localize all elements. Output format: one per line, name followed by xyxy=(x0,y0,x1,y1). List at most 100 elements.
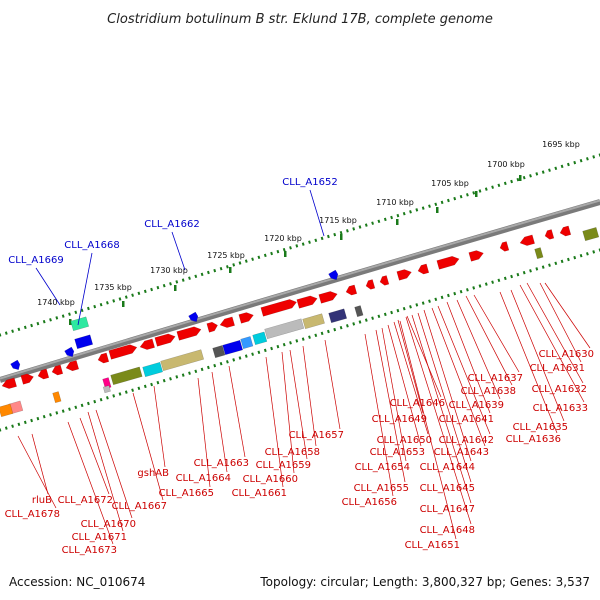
gene-label: CLL_A1633 xyxy=(533,403,588,414)
gene-label: CLL_A1650 xyxy=(377,435,432,446)
dot-mark xyxy=(327,329,330,334)
dot-mark xyxy=(434,297,438,302)
scale-tick-label: 1725 kbp xyxy=(207,251,245,260)
dot-mark xyxy=(251,352,254,356)
scale-tick-mark xyxy=(475,191,478,197)
dot-mark xyxy=(402,211,406,216)
scale-tick-mark xyxy=(436,207,439,213)
dot-mark xyxy=(93,399,97,404)
forward-gene-arrow xyxy=(417,263,430,275)
dot-mark xyxy=(289,341,292,345)
dot-mark xyxy=(4,331,8,335)
dot-mark xyxy=(106,396,109,400)
dot-mark xyxy=(567,162,570,167)
dot-mark xyxy=(440,200,444,205)
dot-mark xyxy=(74,310,78,315)
dot-mark xyxy=(61,314,65,318)
outer-gene-arrow xyxy=(328,269,339,281)
dot-mark xyxy=(244,354,248,358)
dot-mark xyxy=(346,229,349,233)
dot-mark xyxy=(333,232,337,237)
dot-mark xyxy=(339,230,343,235)
dot-mark xyxy=(213,363,217,368)
dot-mark xyxy=(510,179,513,184)
gene-label: CLL_A1635 xyxy=(513,422,568,433)
label-leader-line xyxy=(171,231,186,271)
label-leader-line xyxy=(519,284,585,403)
gene-feature-block xyxy=(70,316,90,332)
backbone-highlight xyxy=(0,199,600,380)
dot-mark xyxy=(99,397,103,402)
gene-feature-block xyxy=(582,227,600,242)
dot-mark xyxy=(42,319,46,324)
dot-mark xyxy=(358,320,362,324)
forward-gene-arrow xyxy=(97,352,110,364)
dot-mark xyxy=(156,285,160,290)
label-leader-line xyxy=(465,295,513,386)
label-leader-line xyxy=(79,417,110,495)
dot-mark xyxy=(55,316,59,320)
dot-mark xyxy=(421,206,425,210)
dot-mark xyxy=(11,329,14,333)
scale-tick-mark xyxy=(519,175,522,181)
dot-mark xyxy=(188,276,191,280)
dot-mark xyxy=(49,318,52,322)
scale-tick-label: 1715 kbp xyxy=(319,216,357,225)
dot-mark xyxy=(226,360,229,364)
dot-mark xyxy=(586,252,589,256)
dot-mark xyxy=(68,312,71,316)
dot-mark xyxy=(478,189,482,193)
dot-mark xyxy=(263,348,267,353)
gene-label: CLL_A1657 xyxy=(289,430,344,441)
dot-mark xyxy=(200,367,204,372)
dot-mark xyxy=(55,411,59,415)
dot-mark xyxy=(17,327,21,332)
dot-mark xyxy=(188,371,191,375)
forward-gene-arrow xyxy=(219,316,235,328)
dot-mark xyxy=(289,246,292,250)
dot-mark xyxy=(598,248,600,252)
dot-mark xyxy=(112,299,116,303)
scale-tick-mark xyxy=(340,234,343,240)
backbone-arc xyxy=(0,199,600,383)
forward-gene-arrow xyxy=(519,234,535,246)
gene-label: CLL_A1663 xyxy=(194,458,249,469)
dot-mark xyxy=(434,202,438,207)
dot-mark xyxy=(478,284,482,288)
dot-mark xyxy=(36,321,40,326)
inner-gene-labels: CLL_A1630 CLL_A1631 CLL_A1632 CLL_A1633 CLL_… xyxy=(5,282,594,556)
label-leader-line xyxy=(228,365,246,458)
gene-label: CLL_A1664 xyxy=(176,473,231,484)
scale-tick-label: 1710 kbp xyxy=(376,198,414,207)
scale-tick-mark xyxy=(122,301,125,307)
gene-label: CLL_A1639 xyxy=(449,400,504,411)
label-leader-line xyxy=(302,345,317,447)
gene-feature-block xyxy=(240,336,254,350)
dot-mark xyxy=(124,390,128,394)
dot-mark xyxy=(535,172,539,176)
dot-mark xyxy=(200,272,204,277)
dot-mark xyxy=(358,225,362,229)
dot-mark xyxy=(339,325,343,330)
label-leader-line xyxy=(87,411,124,532)
dot-mark xyxy=(516,272,520,277)
dot-mark xyxy=(131,293,134,297)
dot-mark xyxy=(175,375,179,379)
dot-mark xyxy=(415,208,419,212)
forward-gene-arrow xyxy=(296,295,318,309)
gene-label: CLL_A1678 xyxy=(5,509,60,520)
dot-mark xyxy=(118,392,122,396)
outer-gene-arrow xyxy=(64,346,75,358)
label-leader-line xyxy=(95,409,133,519)
dot-mark xyxy=(156,380,160,385)
label-leader-line xyxy=(417,312,472,483)
forward-gene-arrow xyxy=(37,368,50,380)
scale-ticks: 1695 kbp 1700 kbp 1705 kbp 1710 kbp 1715 kbp… xyxy=(37,140,580,325)
dot-mark xyxy=(112,394,116,398)
dot-mark xyxy=(573,255,577,260)
label-leader-line xyxy=(399,320,457,540)
dot-mark xyxy=(541,265,545,269)
dot-mark xyxy=(181,278,185,282)
label-leader-line xyxy=(393,321,429,435)
gene-feature-block xyxy=(142,361,163,378)
